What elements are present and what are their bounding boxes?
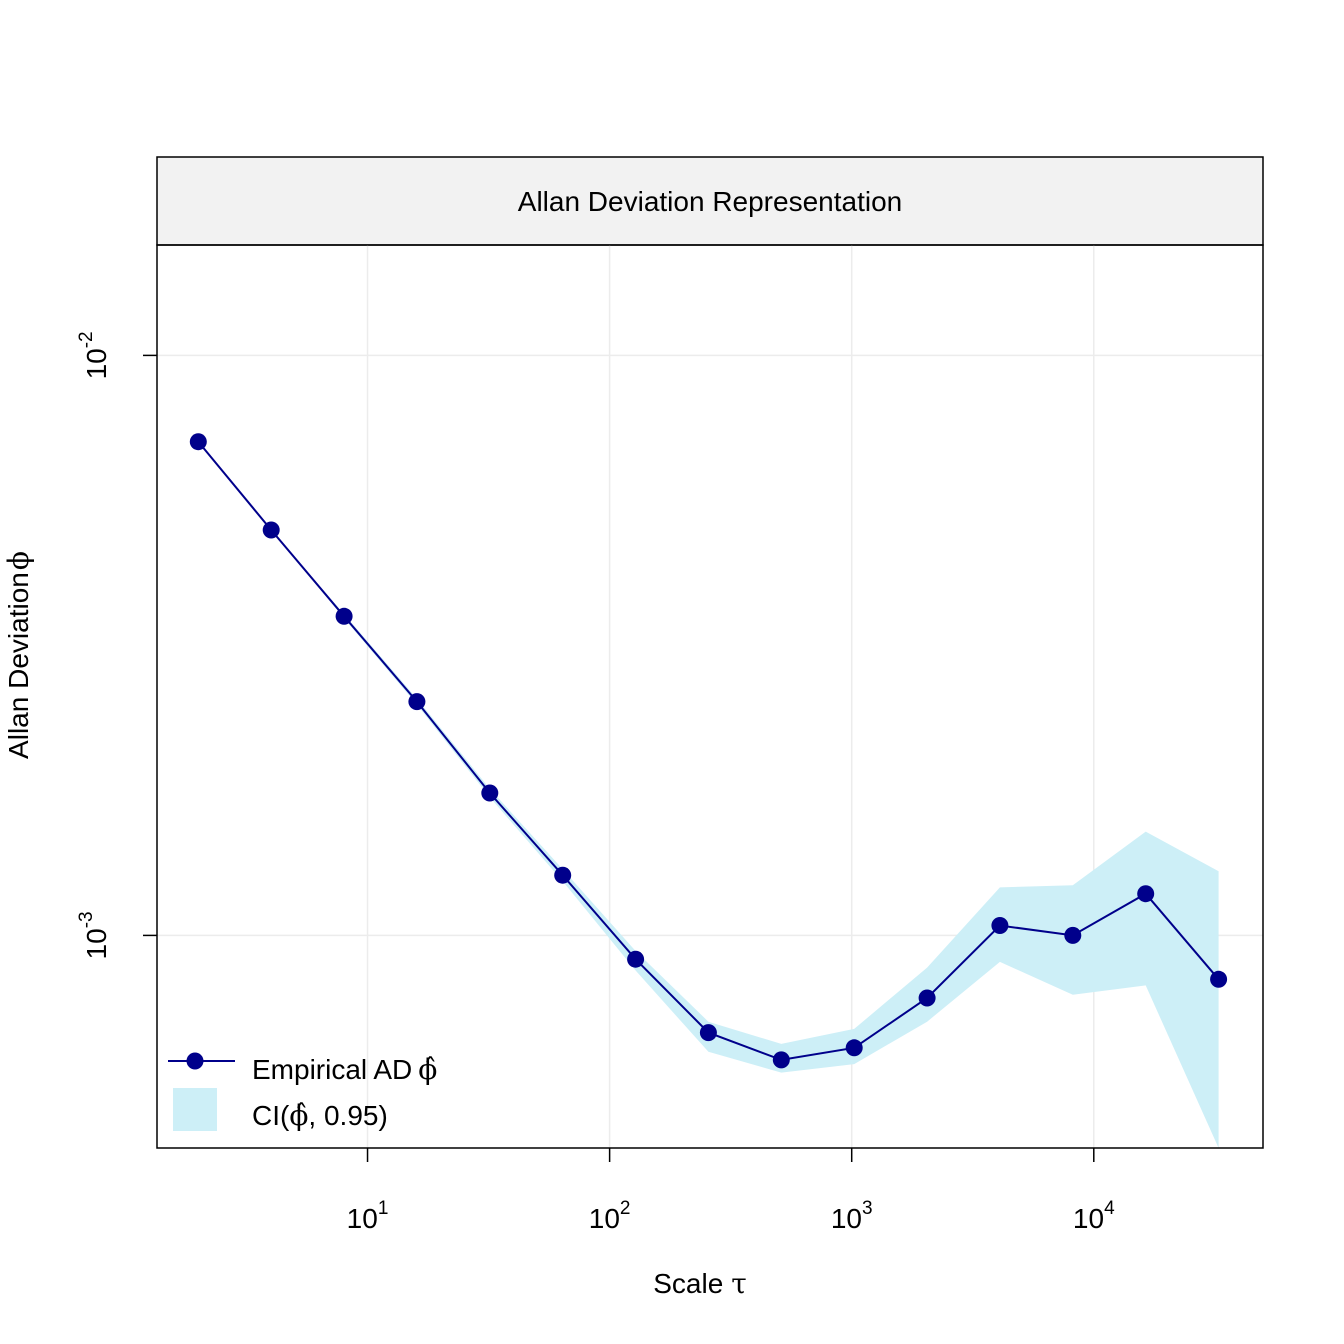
x-axis-label: Scale (653, 1268, 723, 1299)
data-point (481, 784, 499, 802)
x-axis-symbol: τ (731, 1267, 747, 1300)
legend-band-swatch (173, 1088, 217, 1131)
chart-title: Allan Deviation Representation (518, 186, 902, 217)
grid-lines (157, 245, 1263, 1148)
data-point (554, 866, 572, 884)
data-point (189, 433, 207, 451)
data-point (1064, 926, 1082, 944)
legend-entry-ci: CI(ϕ̂, 0.95) (252, 1099, 388, 1132)
data-point (1210, 970, 1228, 988)
legend-ci-suffix: , 0.95) (308, 1100, 387, 1131)
confidence-band (198, 441, 1219, 1148)
series-points (189, 433, 1228, 1069)
data-point (627, 950, 645, 968)
y-axis-symbol: ϕ (2, 551, 35, 570)
x-tick-label: 104 (1073, 1198, 1115, 1234)
legend-ci-symbol: ϕ̂ (289, 1099, 308, 1132)
data-point (918, 989, 936, 1007)
data-point (845, 1039, 863, 1057)
x-tick-label: 101 (347, 1198, 389, 1234)
legend-ci-label: CI( (252, 1100, 290, 1131)
ci-band-area (198, 441, 1219, 1148)
title-strip (156, 156, 1264, 246)
legend-entry-empirical: Empirical AD ϕ̂ (252, 1053, 437, 1086)
legend-point-swatch (186, 1052, 204, 1070)
legend-empirical-label: Empirical AD (252, 1054, 412, 1085)
x-tick-label: 103 (831, 1198, 873, 1234)
y-tick-label: 10-3 (76, 911, 112, 959)
y-tick-label: 10-2 (76, 331, 112, 379)
y-axis-title: Allan Deviation ϕ (2, 551, 35, 759)
legend: Empirical AD ϕ̂ CI(ϕ̂, 0.95) (168, 1052, 437, 1132)
data-point (772, 1051, 790, 1069)
data-point (991, 917, 1009, 934)
x-tick-label: 102 (589, 1198, 631, 1234)
data-point (699, 1024, 717, 1042)
data-point (408, 693, 426, 711)
legend-empirical-symbol: ϕ̂ (418, 1053, 437, 1086)
x-axis: 101 102 103 104 (347, 1148, 1115, 1234)
data-point (1137, 885, 1155, 903)
data-point (335, 607, 353, 625)
x-axis-title: Scale τ (653, 1267, 747, 1300)
y-axis: 10-3 10-2 (76, 331, 157, 959)
data-point (262, 521, 280, 539)
y-axis-label: Allan Deviation (3, 572, 34, 759)
plot-frame (156, 244, 1264, 1149)
